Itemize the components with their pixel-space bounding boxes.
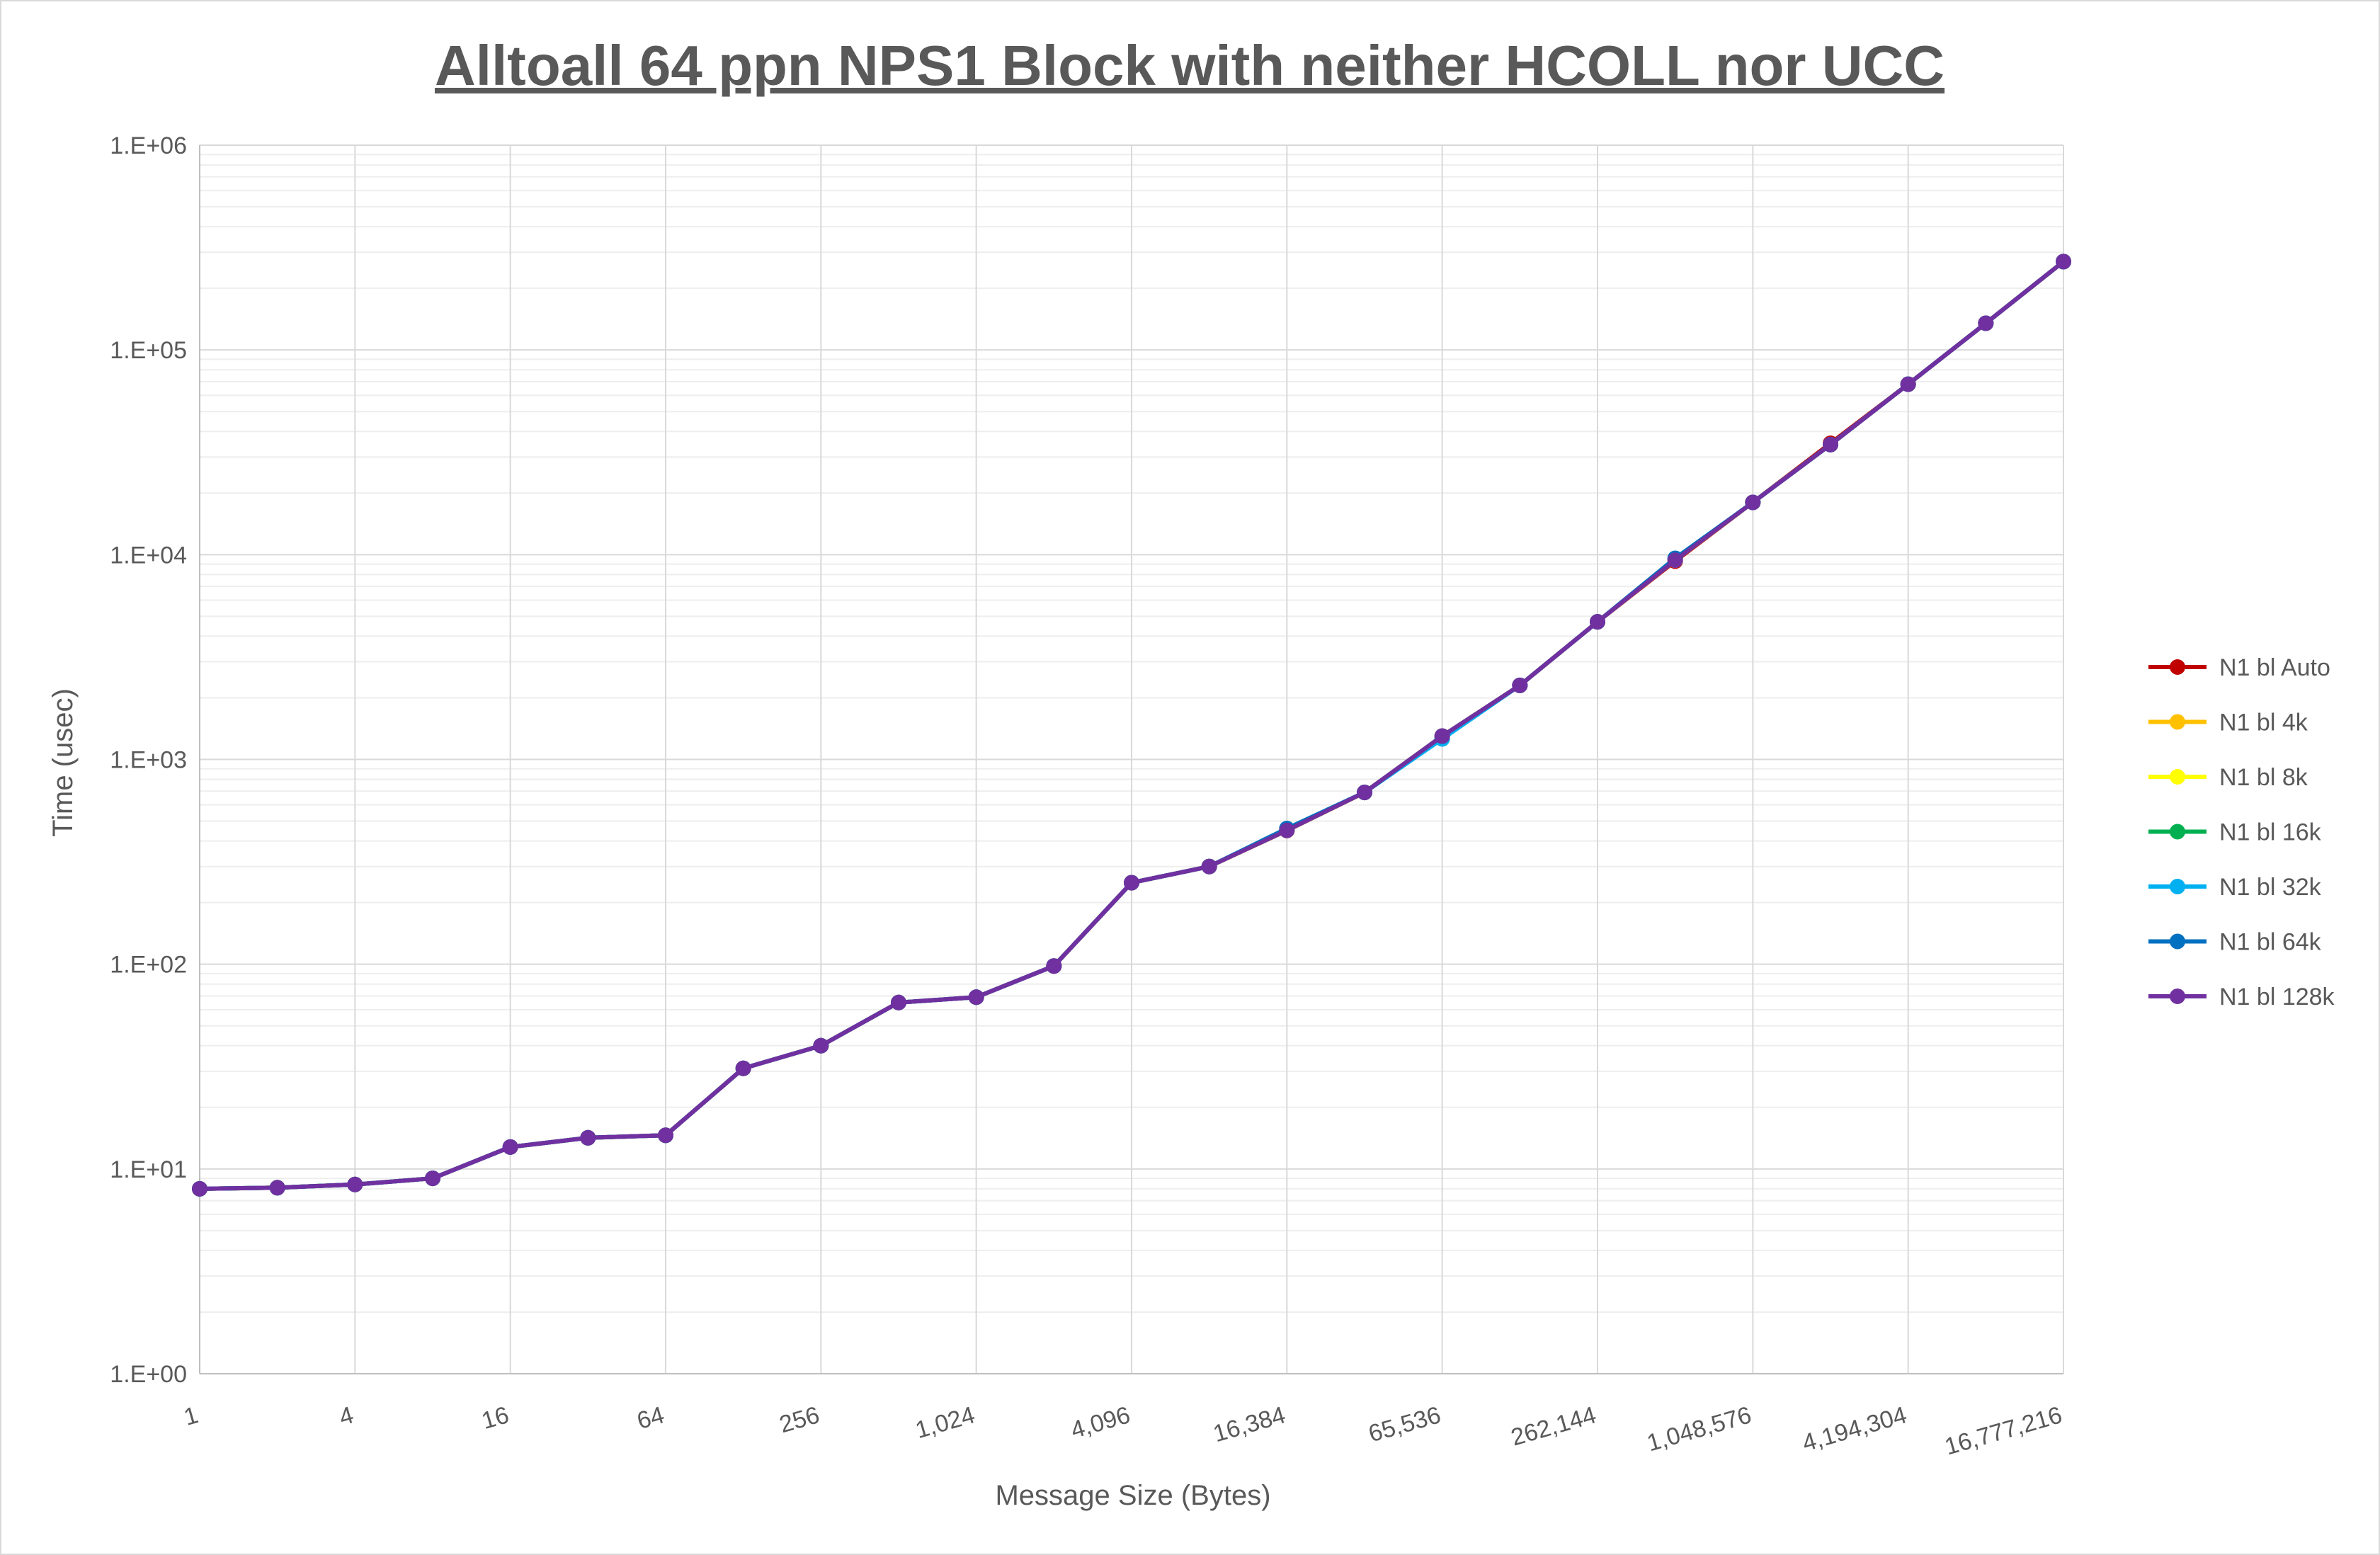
data-point: [1667, 552, 1683, 569]
data-point: [735, 1060, 751, 1076]
axes: [199, 145, 2063, 1374]
legend-swatch-marker: [2170, 879, 2185, 894]
data-point: [269, 1180, 285, 1196]
chart-title: Alltoall 64 ppn NPS1 Block with neither …: [435, 34, 1945, 97]
x-tick-label: 16,384: [1210, 1401, 1288, 1447]
legend-label: N1 bl Auto: [2219, 654, 2330, 681]
data-point: [1512, 677, 1528, 693]
data-point: [968, 989, 984, 1006]
data-point: [1046, 958, 1062, 974]
data-point: [1434, 728, 1450, 744]
data-point: [1357, 785, 1372, 801]
series-n1-bl-128k: [192, 254, 2071, 1197]
data-point: [1900, 376, 1916, 392]
y-tick-label: 1.E+04: [110, 542, 187, 569]
legend-swatch-marker: [2170, 659, 2185, 675]
legend-item: N1 bl 32k: [2148, 874, 2322, 901]
data-point: [425, 1170, 440, 1187]
y-axis-title: Time (usec): [47, 688, 79, 837]
data-point: [580, 1129, 596, 1146]
y-tick-label: 1.E+01: [110, 1156, 187, 1183]
legend-label: N1 bl 16k: [2219, 819, 2322, 846]
data-point: [1823, 436, 1838, 452]
x-tick-label: 4,096: [1068, 1401, 1133, 1444]
legend-label: N1 bl 64k: [2219, 929, 2322, 956]
data-point: [1279, 822, 1295, 838]
legend-label: N1 bl 128k: [2219, 984, 2335, 1010]
x-tick-label: 1,048,576: [1644, 1401, 1755, 1457]
data-point: [813, 1037, 829, 1054]
y-axis-tick-labels: 1.E+00 1.E+01 1.E+02 1.E+03 1.E+04 1.E+05 1.E+…: [110, 132, 187, 1388]
legend-swatch-marker: [2170, 933, 2185, 950]
legend-item: N1 bl 64k: [2148, 929, 2322, 956]
legend-item: N1 bl 128k: [2148, 984, 2335, 1010]
x-tick-label: 65,536: [1365, 1401, 1443, 1447]
data-point: [1590, 614, 1605, 630]
x-axis-tick-labels: 1 4 16 64 256 1,024 4,096 16,384 65,536 262,144 1,…: [181, 1401, 2066, 1460]
data-point: [1745, 494, 1761, 511]
data-point: [1201, 858, 1217, 875]
legend-swatch-marker: [2170, 714, 2185, 730]
x-tick-label: 64: [634, 1401, 667, 1435]
legend-swatch-marker: [2170, 769, 2185, 785]
y-tick-label: 1.E+02: [110, 952, 187, 979]
legend-label: N1 bl 32k: [2219, 874, 2322, 901]
major-gridlines: [199, 144, 2064, 1374]
legend-label: N1 bl 4k: [2219, 710, 2308, 736]
data-point: [658, 1127, 673, 1144]
legend-swatch-marker: [2170, 824, 2185, 840]
data-point: [891, 994, 906, 1010]
data-point: [502, 1139, 518, 1155]
legend: N1 bl Auto N1 bl 4k N1 bl 8k N1 bl 16k N1 bl…: [2148, 654, 2335, 1010]
legend-swatch-marker: [2170, 989, 2185, 1004]
data-point: [347, 1176, 363, 1192]
x-tick-label: 4,194,304: [1799, 1401, 1910, 1457]
x-tick-label: 1,024: [913, 1401, 978, 1444]
data-point: [192, 1180, 207, 1197]
y-tick-label: 1.E+06: [110, 132, 187, 159]
x-tick-label: 1: [181, 1401, 202, 1431]
data-point: [1978, 315, 1994, 331]
x-tick-label: 16,777,216: [1942, 1401, 2065, 1460]
legend-item: N1 bl 4k: [2148, 710, 2308, 736]
x-tick-label: 16: [479, 1401, 512, 1435]
legend-item: N1 bl Auto: [2148, 654, 2330, 681]
x-tick-label: 256: [777, 1401, 823, 1438]
x-tick-label: 262,144: [1508, 1401, 1600, 1451]
legend-label: N1 bl 8k: [2219, 764, 2308, 791]
y-tick-label: 1.E+00: [110, 1361, 187, 1388]
legend-item: N1 bl 8k: [2148, 764, 2308, 791]
data-point: [2056, 254, 2071, 270]
y-tick-label: 1.E+05: [110, 337, 187, 364]
y-tick-label: 1.E+03: [110, 747, 187, 774]
data-point: [1124, 875, 1139, 891]
x-axis-title: Message Size (Bytes): [995, 1480, 1270, 1511]
legend-item: N1 bl 16k: [2148, 819, 2322, 846]
x-tick-label: 4: [336, 1401, 357, 1431]
series-layer: [192, 254, 2071, 1197]
